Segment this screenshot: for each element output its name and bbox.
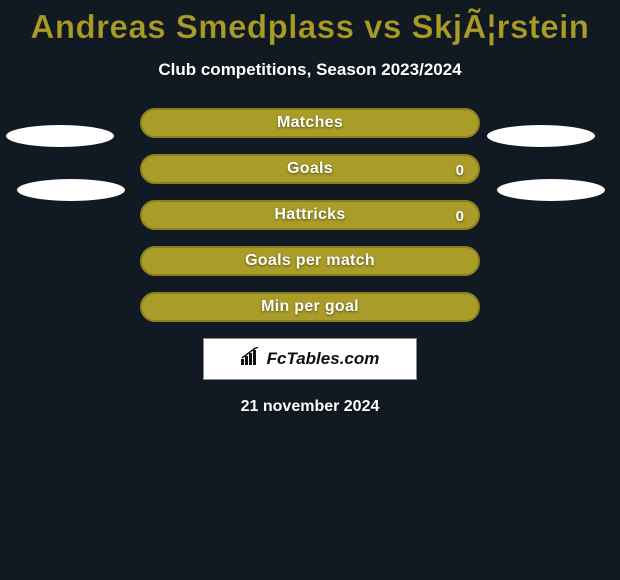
stat-bars: Matches Goals 0 Hattricks 0 Goals per match Mi… (0, 108, 620, 322)
stat-label: Min per goal (261, 298, 359, 316)
page-title: Andreas Smedplass vs SkjÃ¦rstein (0, 0, 620, 46)
stat-label: Goals (287, 160, 333, 178)
stat-bar-row: Hattricks 0 (140, 200, 480, 230)
subtitle: Club competitions, Season 2023/2024 (0, 60, 620, 80)
stat-bar: Matches (140, 108, 480, 138)
stat-bar-row: Min per goal (140, 292, 480, 322)
stat-value-right: 0 (456, 156, 464, 186)
stat-value-right: 0 (456, 202, 464, 232)
stat-label: Goals per match (245, 252, 375, 270)
logo-text: FcTables.com (267, 349, 380, 369)
comparison-infographic: Andreas Smedplass vs SkjÃ¦rstein Club co… (0, 0, 620, 580)
stat-bar-row: Goals per match (140, 246, 480, 276)
stat-bar: Hattricks 0 (140, 200, 480, 230)
stat-bar: Min per goal (140, 292, 480, 322)
stat-bar-row: Goals 0 (140, 154, 480, 184)
chart-icon (241, 347, 263, 372)
stat-bar: Goals 0 (140, 154, 480, 184)
logo-box: FcTables.com (203, 338, 417, 380)
date: 21 november 2024 (0, 398, 620, 416)
stat-label: Hattricks (274, 206, 345, 224)
stat-bar: Goals per match (140, 246, 480, 276)
stat-label: Matches (277, 114, 343, 132)
stat-bar-row: Matches (140, 108, 480, 138)
logo: FcTables.com (241, 347, 380, 372)
